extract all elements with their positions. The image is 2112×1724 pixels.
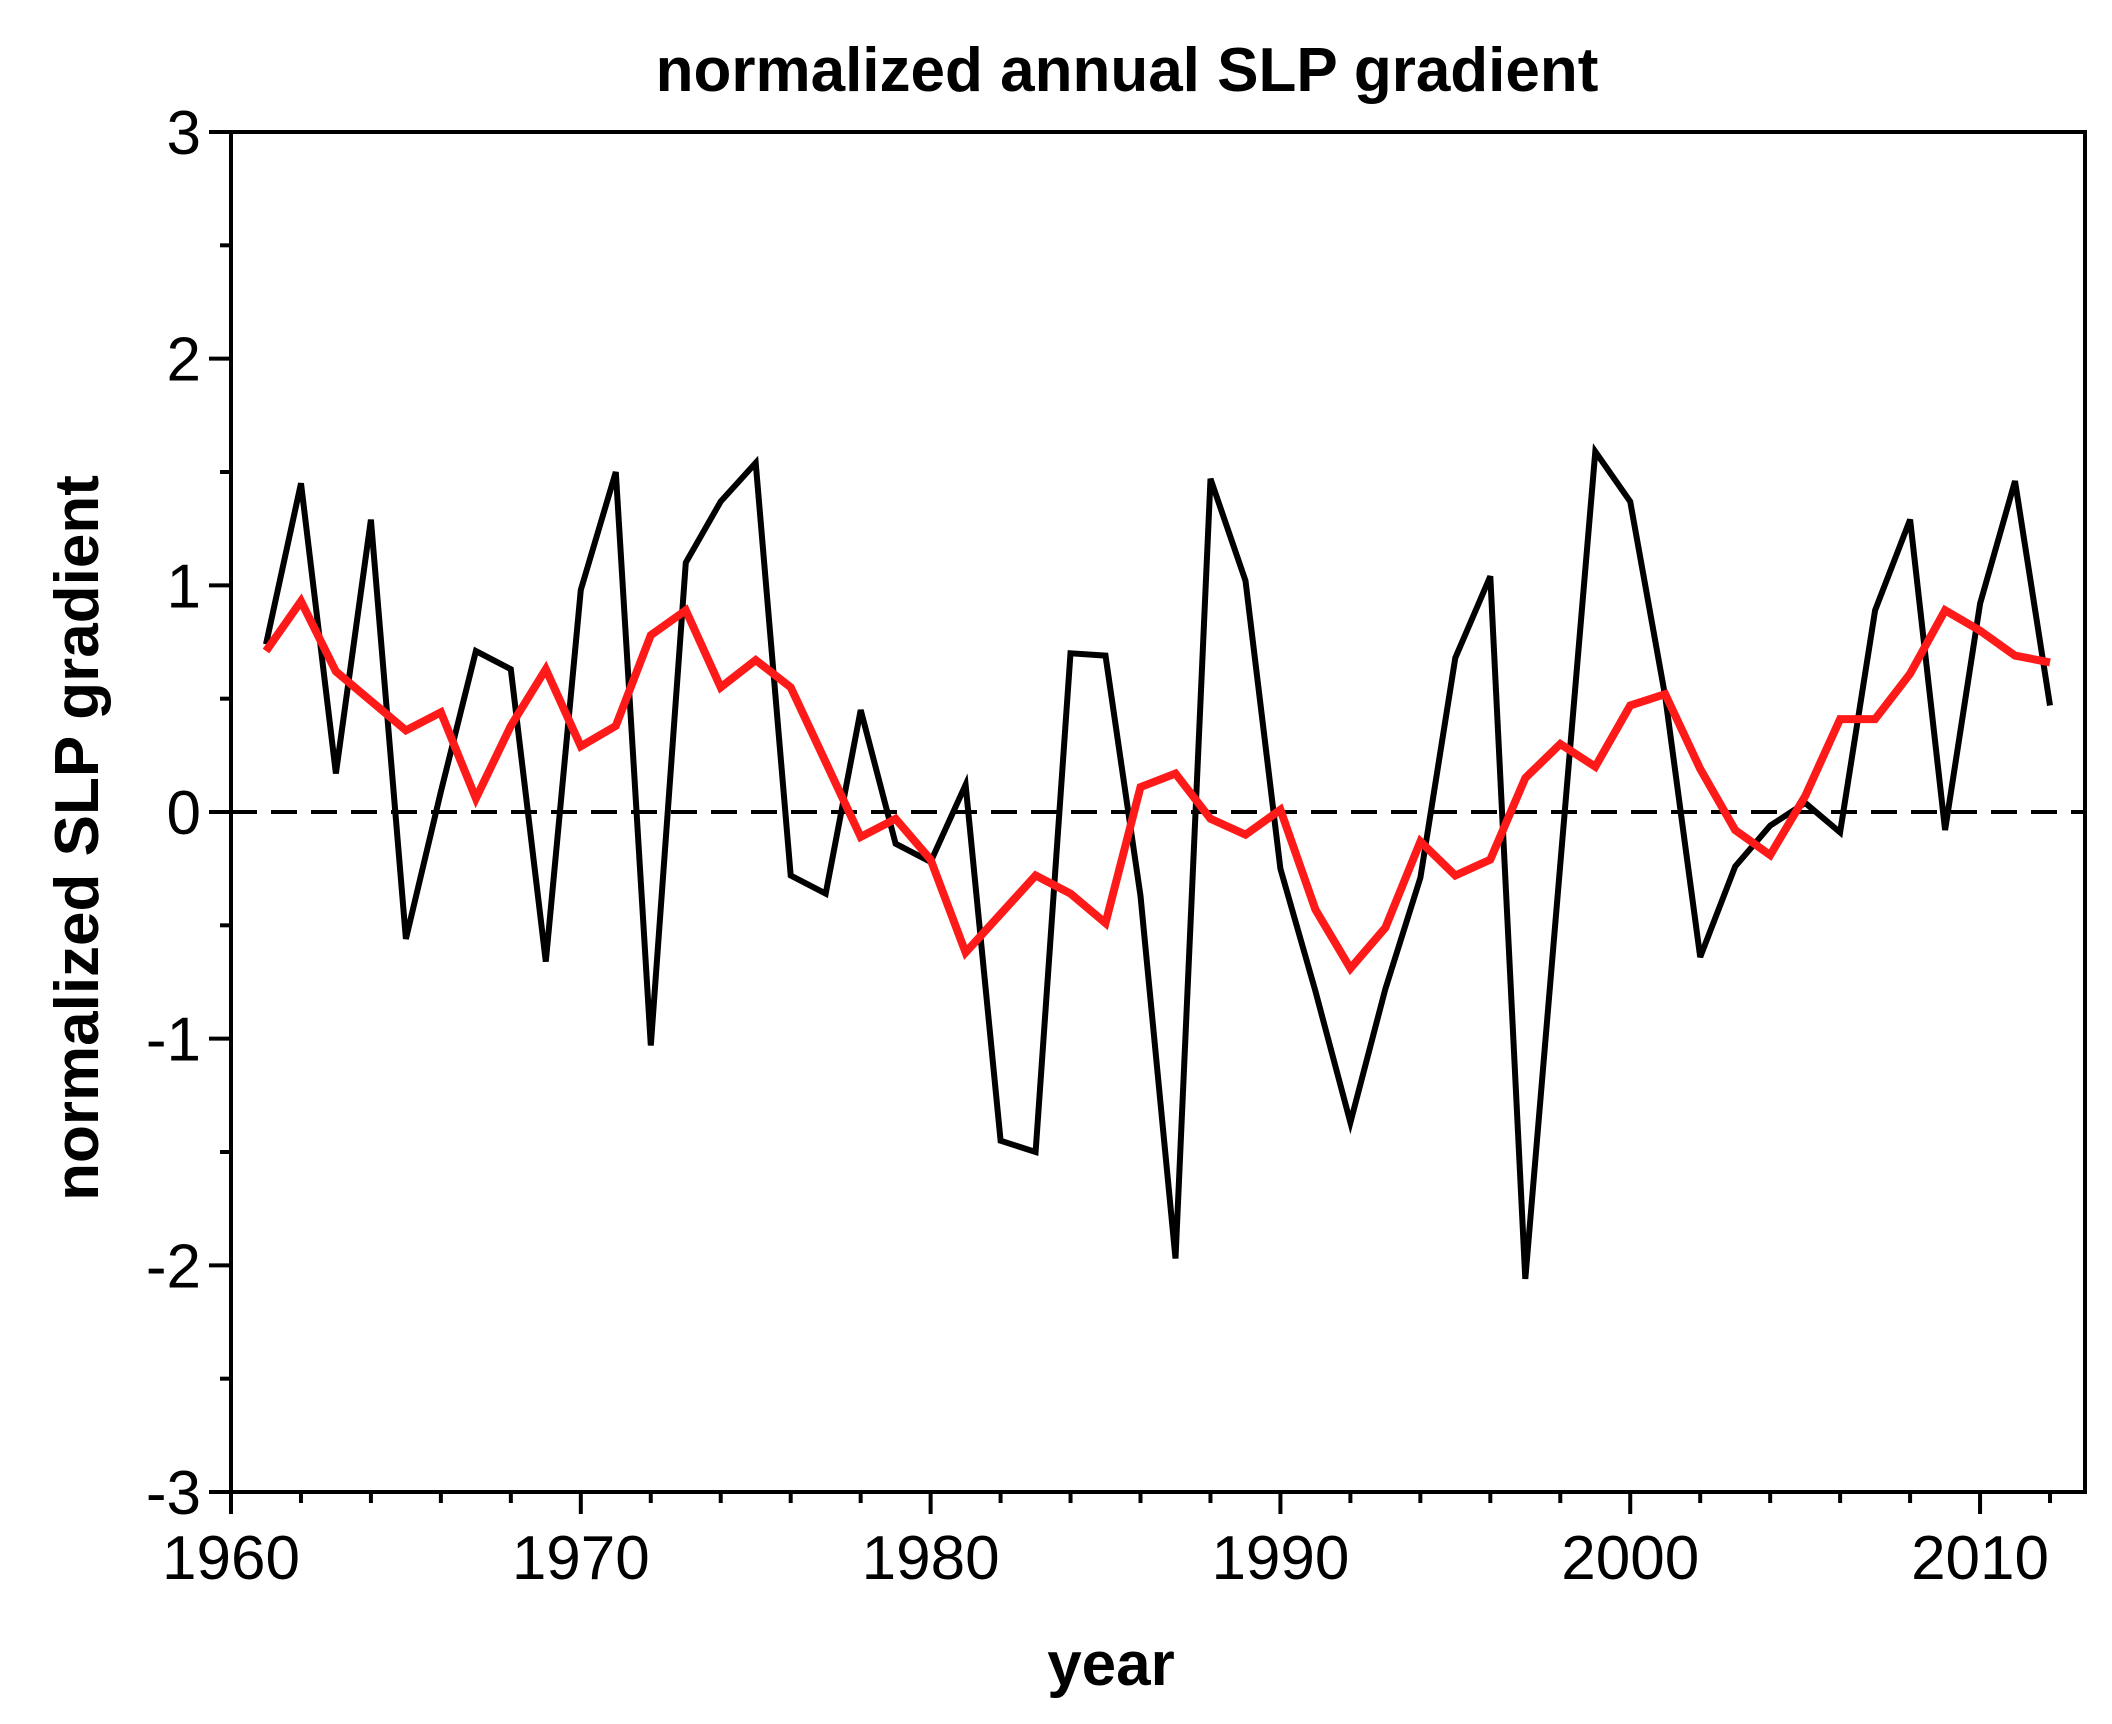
chart-title: normalized annual SLP gradient (656, 36, 1599, 105)
y-tick-label: 3 (167, 99, 201, 168)
x-axis-label: year (1047, 1630, 1175, 1699)
series-layer (262, 443, 2053, 1280)
x-tick-label: 2000 (1561, 1524, 1699, 1593)
y-tick-label: -2 (146, 1232, 201, 1301)
y-tick-label: 1 (167, 552, 201, 621)
series-line-annual (263, 443, 2053, 1280)
x-tick-label: 2010 (1911, 1524, 2049, 1593)
y-tick-label: -1 (146, 1006, 201, 1075)
y-tick-label: -3 (146, 1459, 201, 1528)
x-tick-label: 1980 (862, 1524, 1000, 1593)
x-axis: 1960 1970 1980 1990 2000 2010 (162, 1492, 2053, 1593)
y-axis: -3 -2 -1 0 1 2 3 (146, 99, 231, 1528)
y-axis-label: normalized SLP gradient (43, 475, 112, 1201)
x-tick-label: 1990 (1211, 1524, 1349, 1593)
series-line-smoothed (262, 593, 2051, 976)
x-tick-label: 1970 (512, 1524, 650, 1593)
x-tick-label: 1960 (162, 1524, 300, 1593)
plot-area (229, 130, 2087, 1494)
y-tick-label: 2 (167, 326, 201, 395)
y-tick-label: 0 (167, 779, 201, 848)
